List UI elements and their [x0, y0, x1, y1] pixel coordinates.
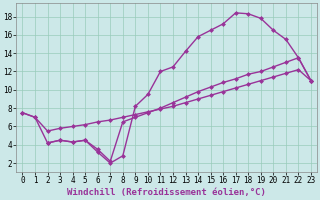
X-axis label: Windchill (Refroidissement éolien,°C): Windchill (Refroidissement éolien,°C): [67, 188, 266, 197]
